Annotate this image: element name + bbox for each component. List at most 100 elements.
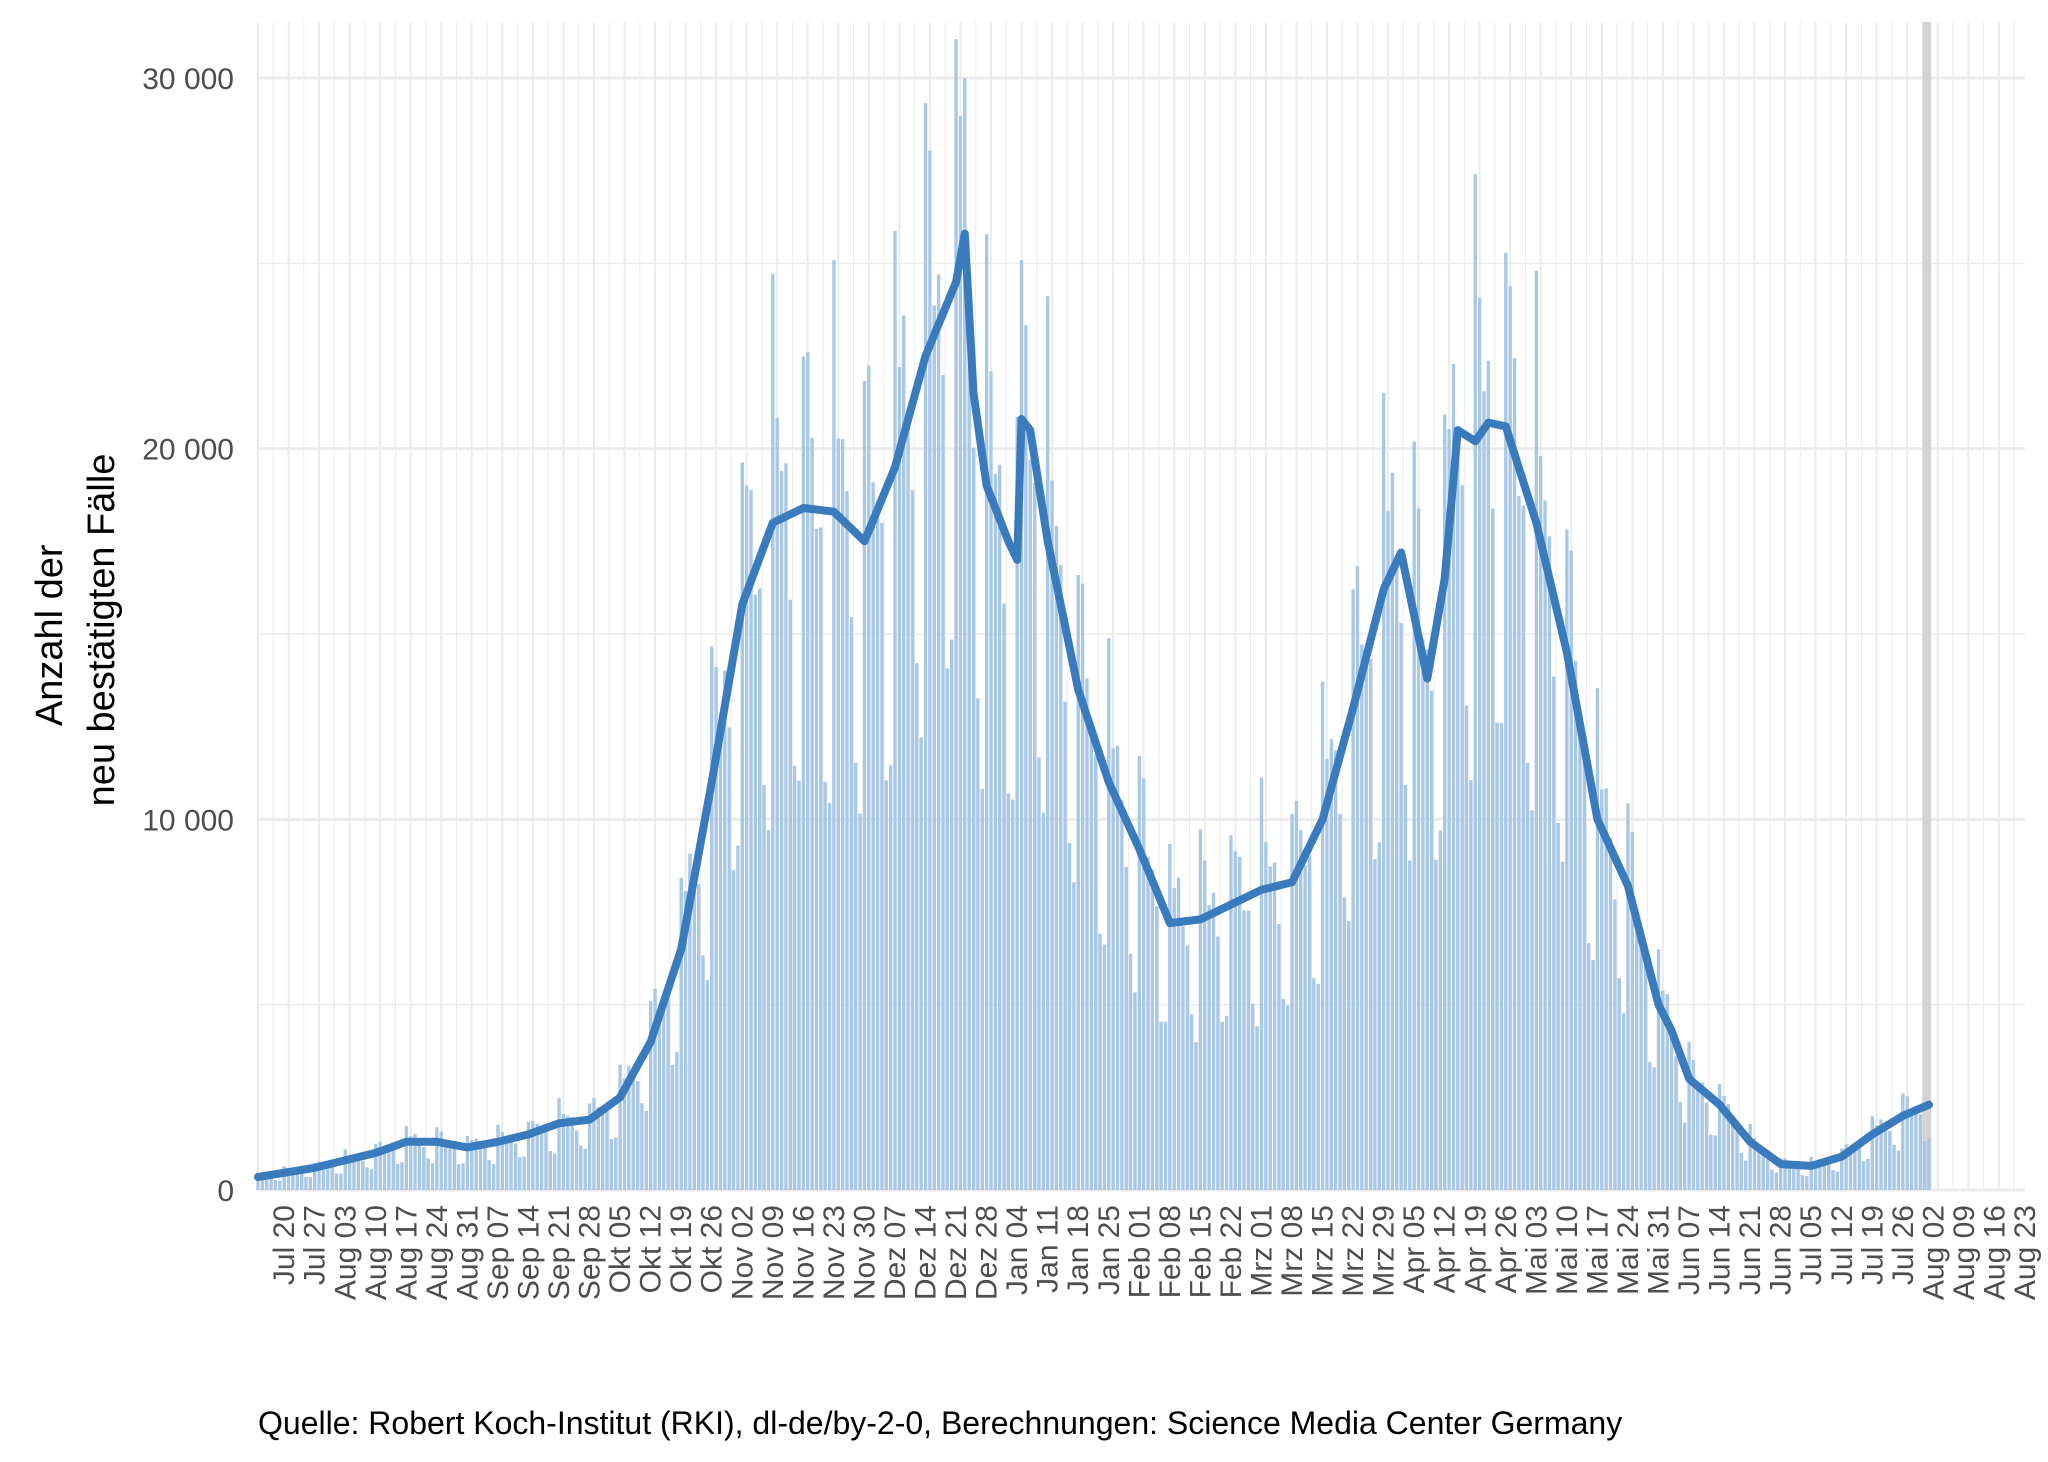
daily-bar bbox=[1246, 910, 1251, 1190]
y-axis-label-line-2: neu bestätigten Fälle bbox=[81, 454, 123, 807]
daily-bar bbox=[797, 780, 801, 1190]
daily-bar bbox=[675, 1051, 679, 1190]
daily-bar bbox=[614, 1137, 618, 1190]
daily-bar bbox=[1765, 1158, 1770, 1190]
x-tick-label: Jan 11 bbox=[1032, 1205, 1065, 1293]
daily-bar bbox=[1364, 651, 1368, 1190]
daily-bar bbox=[1425, 649, 1429, 1190]
x-tick-label: Apr 05 bbox=[1398, 1205, 1431, 1293]
daily-bar bbox=[688, 853, 692, 1190]
daily-bar bbox=[605, 1109, 609, 1190]
daily-bar bbox=[648, 1001, 653, 1190]
x-tick-label: Mrz 15 bbox=[1307, 1205, 1340, 1297]
daily-bar bbox=[1835, 1171, 1840, 1190]
daily-bar bbox=[832, 260, 836, 1190]
daily-bar bbox=[1233, 851, 1238, 1190]
daily-bar bbox=[347, 1155, 352, 1190]
daily-bar bbox=[1011, 799, 1015, 1190]
x-tick-label: Jan 18 bbox=[1062, 1205, 1095, 1295]
daily-bar bbox=[465, 1136, 470, 1190]
daily-bar bbox=[1866, 1158, 1870, 1190]
daily-bar bbox=[1333, 750, 1338, 1190]
daily-bar bbox=[1259, 777, 1264, 1190]
daily-bar bbox=[299, 1172, 304, 1190]
daily-bar bbox=[1080, 583, 1085, 1190]
daily-cases-bars bbox=[256, 39, 1931, 1191]
daily-bar bbox=[1120, 800, 1124, 1190]
daily-bar bbox=[1569, 550, 1573, 1190]
daily-bar bbox=[701, 955, 705, 1190]
x-tick-label: Aug 02 bbox=[1917, 1205, 1950, 1300]
daily-bar bbox=[875, 501, 880, 1190]
x-tick-label: Aug 03 bbox=[329, 1205, 362, 1300]
daily-bar bbox=[1844, 1144, 1848, 1190]
x-tick-label: Mrz 01 bbox=[1246, 1205, 1279, 1297]
daily-bar bbox=[1189, 1014, 1194, 1190]
daily-bar bbox=[792, 765, 797, 1190]
daily-bar bbox=[1137, 755, 1142, 1190]
daily-bar bbox=[1643, 965, 1648, 1190]
daily-bar bbox=[452, 1148, 457, 1190]
daily-bar bbox=[788, 599, 792, 1190]
x-tick-label: Sep 28 bbox=[574, 1205, 607, 1300]
daily-bar bbox=[1600, 789, 1604, 1190]
daily-bar bbox=[849, 617, 854, 1190]
daily-bar bbox=[535, 1123, 539, 1190]
daily-bar bbox=[1491, 508, 1495, 1190]
daily-bar bbox=[814, 528, 819, 1190]
daily-bar bbox=[1141, 778, 1146, 1190]
daily-bar bbox=[950, 639, 954, 1190]
daily-bar bbox=[1796, 1165, 1800, 1190]
daily-bar bbox=[352, 1154, 356, 1190]
daily-bar bbox=[1752, 1138, 1757, 1190]
daily-bar bbox=[282, 1166, 286, 1190]
daily-bar bbox=[478, 1146, 483, 1190]
daily-bar bbox=[1111, 748, 1115, 1190]
daily-bar bbox=[1604, 788, 1608, 1190]
daily-bar bbox=[1512, 358, 1517, 1190]
daily-bar bbox=[1386, 510, 1390, 1190]
daily-bar bbox=[1648, 1062, 1652, 1190]
daily-bar bbox=[448, 1141, 452, 1190]
daily-bar bbox=[1072, 882, 1076, 1190]
daily-bar bbox=[1006, 793, 1011, 1190]
daily-bar bbox=[365, 1167, 369, 1190]
daily-bar bbox=[369, 1169, 374, 1190]
daily-bar bbox=[278, 1180, 282, 1190]
daily-bar bbox=[1896, 1150, 1901, 1190]
seven-day-average-line bbox=[254, 229, 1933, 1181]
daily-bar bbox=[976, 698, 980, 1190]
daily-bar bbox=[1573, 661, 1578, 1190]
daily-bar bbox=[1194, 1042, 1198, 1190]
x-tick-label: Nov 09 bbox=[757, 1205, 790, 1300]
daily-bar bbox=[1360, 644, 1364, 1190]
daily-bar bbox=[1198, 829, 1203, 1190]
daily-bar bbox=[474, 1138, 478, 1190]
x-tick-label: Aug 09 bbox=[1948, 1205, 1981, 1300]
daily-bar bbox=[1508, 286, 1512, 1190]
daily-bar bbox=[539, 1131, 544, 1190]
daily-bar bbox=[714, 666, 718, 1190]
x-tick-label: Apr 26 bbox=[1490, 1205, 1523, 1293]
daily-bar bbox=[518, 1157, 522, 1190]
daily-bar bbox=[980, 789, 984, 1190]
daily-bar bbox=[819, 527, 823, 1190]
daily-bar bbox=[513, 1143, 518, 1190]
daily-bar bbox=[932, 305, 936, 1190]
daily-bar bbox=[1704, 1102, 1709, 1190]
daily-bar bbox=[1630, 832, 1635, 1190]
daily-bar bbox=[1726, 1104, 1731, 1190]
x-tick-label: Mai 03 bbox=[1520, 1205, 1553, 1295]
daily-bar bbox=[1028, 459, 1032, 1191]
daily-bar bbox=[1464, 705, 1469, 1190]
daily-bar bbox=[662, 995, 666, 1190]
daily-bar bbox=[941, 374, 945, 1190]
daily-bar bbox=[1355, 566, 1360, 1190]
daily-bar bbox=[422, 1147, 426, 1190]
daily-bar bbox=[915, 663, 919, 1190]
daily-bar bbox=[727, 727, 731, 1190]
daily-bar bbox=[1713, 1135, 1717, 1190]
daily-bar bbox=[1102, 944, 1107, 1190]
daily-bar bbox=[574, 1130, 579, 1190]
daily-bar bbox=[867, 365, 871, 1190]
